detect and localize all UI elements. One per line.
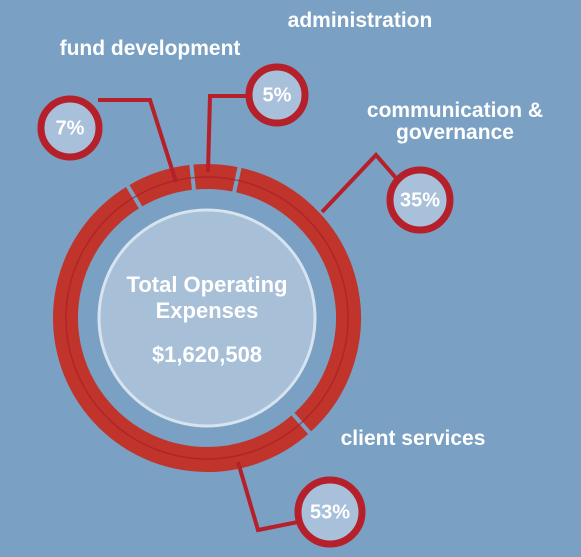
value-label: 5% — [263, 84, 292, 106]
category-label: fund development — [59, 37, 241, 60]
value-label: 53% — [310, 501, 350, 523]
callout-line — [98, 98, 178, 183]
callout-bubble — [386, 166, 454, 234]
category-label: administration — [287, 9, 433, 32]
category-label: communication & governance — [366, 99, 544, 144]
callout-line — [236, 461, 299, 533]
callout-bubble — [245, 63, 309, 127]
callout-line — [320, 152, 398, 214]
total-label: $1,620,508 — [151, 342, 263, 367]
callout-bubble — [294, 476, 366, 548]
center-disc — [97, 208, 317, 428]
value-label: 35% — [400, 189, 440, 211]
ring-band — [65, 176, 349, 460]
category-label: client services — [340, 427, 486, 450]
center-label: Total Operating Expenses — [126, 272, 288, 323]
value-label: 7% — [56, 117, 85, 139]
slice — [49, 181, 314, 476]
callout-bubble — [37, 95, 103, 161]
callout-line — [206, 94, 250, 173]
